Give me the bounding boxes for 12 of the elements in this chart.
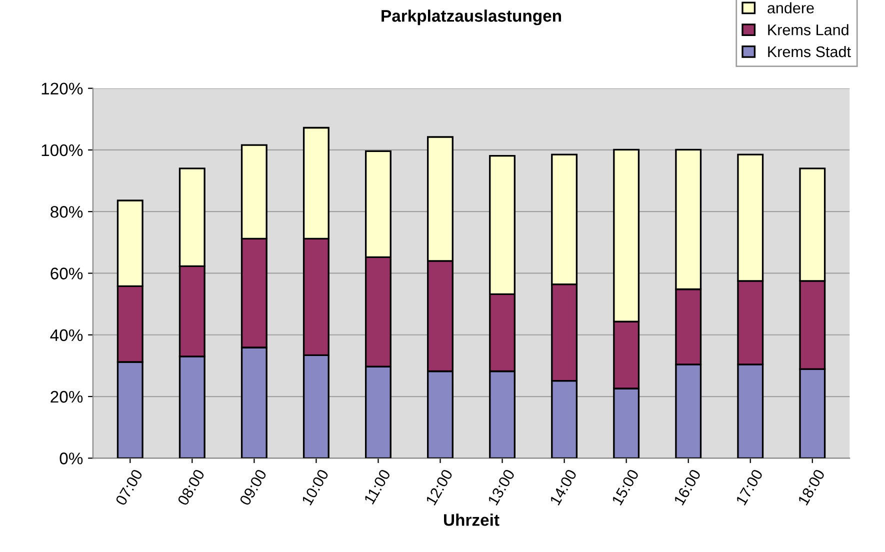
y-tick-label: 80% (50, 206, 83, 218)
chart-title: Parkplatzauslastungen (382, 10, 562, 26)
y-tick-label: 60% (50, 268, 83, 280)
legend-label: Krems Stadt (768, 46, 851, 58)
y-tick-label: 20% (50, 390, 83, 403)
x-axis-title: Uhrzeit (444, 514, 500, 526)
legend-label: Krems Land (768, 24, 848, 36)
y-tick-label: 120% (42, 82, 83, 95)
y-tick-label: 0% (60, 452, 83, 464)
y-tick-label: 100% (42, 144, 83, 156)
legend-label: andere (768, 2, 814, 14)
y-tick-label: 40% (50, 329, 83, 342)
